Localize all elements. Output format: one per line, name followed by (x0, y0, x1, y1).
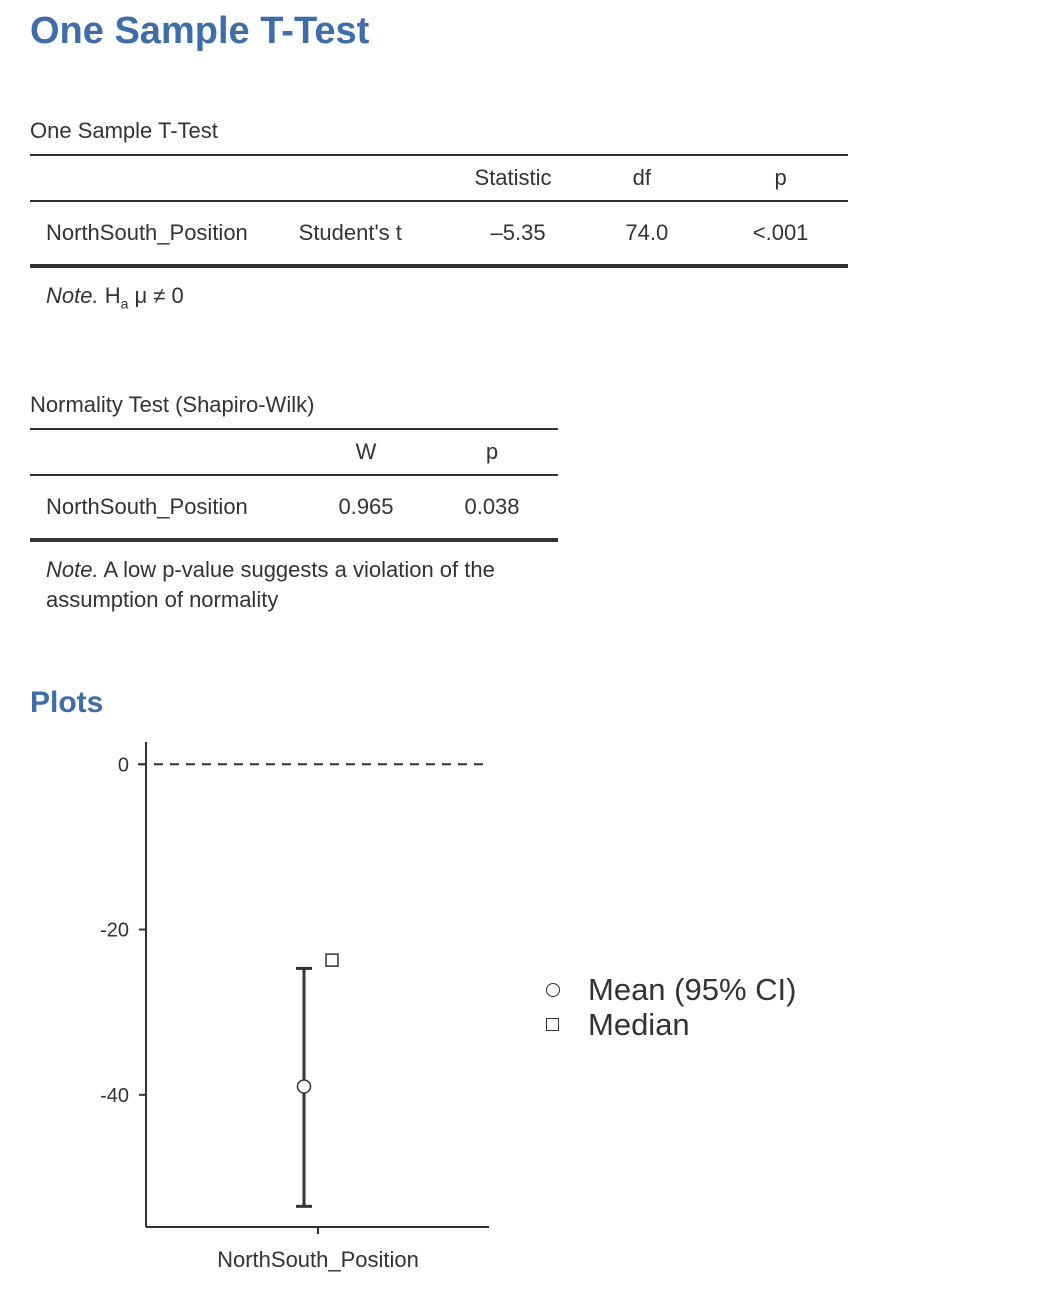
legend-median-label: Median (588, 1006, 690, 1042)
mean-point (296, 1079, 312, 1094)
legend-item-mean: Mean (95% CI) (544, 972, 796, 1007)
normality-note-prefix: Note. (46, 557, 99, 582)
page-title: One Sample T-Test (30, 10, 370, 52)
x-tick-label: NorthSouth_Position (217, 1247, 419, 1272)
plot-legend: Mean (95% CI) Median (544, 972, 796, 1042)
ttest-header-df: df (590, 154, 694, 202)
ttest-note-suffix: μ ≠ 0 (128, 283, 184, 308)
square-icon (546, 1018, 559, 1031)
normality-cell-w: 0.965 (306, 475, 426, 542)
y-tick-label: -40 (100, 1085, 129, 1107)
normality-cell-p: 0.038 (426, 475, 558, 542)
y-tick-label: -20 (100, 920, 129, 942)
table-row: NorthSouth_Position 0.965 0.038 (30, 475, 558, 542)
ttest-note-text: H (104, 283, 121, 308)
ttest-note-prefix: Note. (46, 283, 99, 308)
ttest-header-statistic: Statistic (435, 154, 591, 202)
descriptives-plot: 0 -20 -40 NorthSouth_Position (100, 742, 489, 1272)
ttest-table: Statistic df p NorthSouth_Position Stude… (30, 154, 848, 268)
normality-note: Note. A low p-value suggests a violation… (46, 555, 546, 615)
normality-header-w: W (306, 428, 426, 476)
normality-cell-variable: NorthSouth_Position (30, 475, 306, 542)
ttest-note: Note. Ha μ ≠ 0 (46, 281, 184, 318)
ttest-cell-df: 74.0 (590, 201, 694, 268)
ttest-header-variable (30, 154, 299, 202)
normality-table-caption: Normality Test (Shapiro-Wilk) (30, 392, 315, 417)
plot-marks (138, 763, 489, 1208)
median-point (325, 953, 339, 967)
ttest-cell-variable: NorthSouth_Position (30, 201, 299, 268)
ttest-table-caption: One Sample T-Test (30, 118, 218, 143)
plots-title: Plots (30, 686, 104, 719)
normality-note-text: A low p-value suggests a violation of th… (46, 557, 495, 612)
ttest-cell-statistic: –5.35 (435, 201, 591, 268)
legend-mean-label: Mean (95% CI) (588, 971, 797, 1007)
legend-item-median: Median (544, 1007, 796, 1042)
circle-icon (546, 982, 560, 997)
ttest-header-p: p (693, 154, 848, 202)
normality-header-p: p (426, 428, 558, 476)
normality-header-row: W p (30, 428, 558, 476)
y-tick-label: 0 (118, 754, 129, 776)
plot-axes: 0 -20 -40 NorthSouth_Position (100, 742, 489, 1272)
normality-header-variable (30, 428, 306, 476)
ttest-cell-p: <.001 (693, 201, 848, 268)
ttest-note-subscript: a (120, 295, 129, 312)
ttest-header-test (298, 154, 436, 202)
table-row: NorthSouth_Position Student's t –5.35 74… (30, 201, 848, 268)
ttest-cell-test: Student's t (298, 201, 436, 268)
ttest-header-row: Statistic df p (30, 154, 848, 202)
normality-table: W p NorthSouth_Position 0.965 0.038 (30, 428, 558, 542)
